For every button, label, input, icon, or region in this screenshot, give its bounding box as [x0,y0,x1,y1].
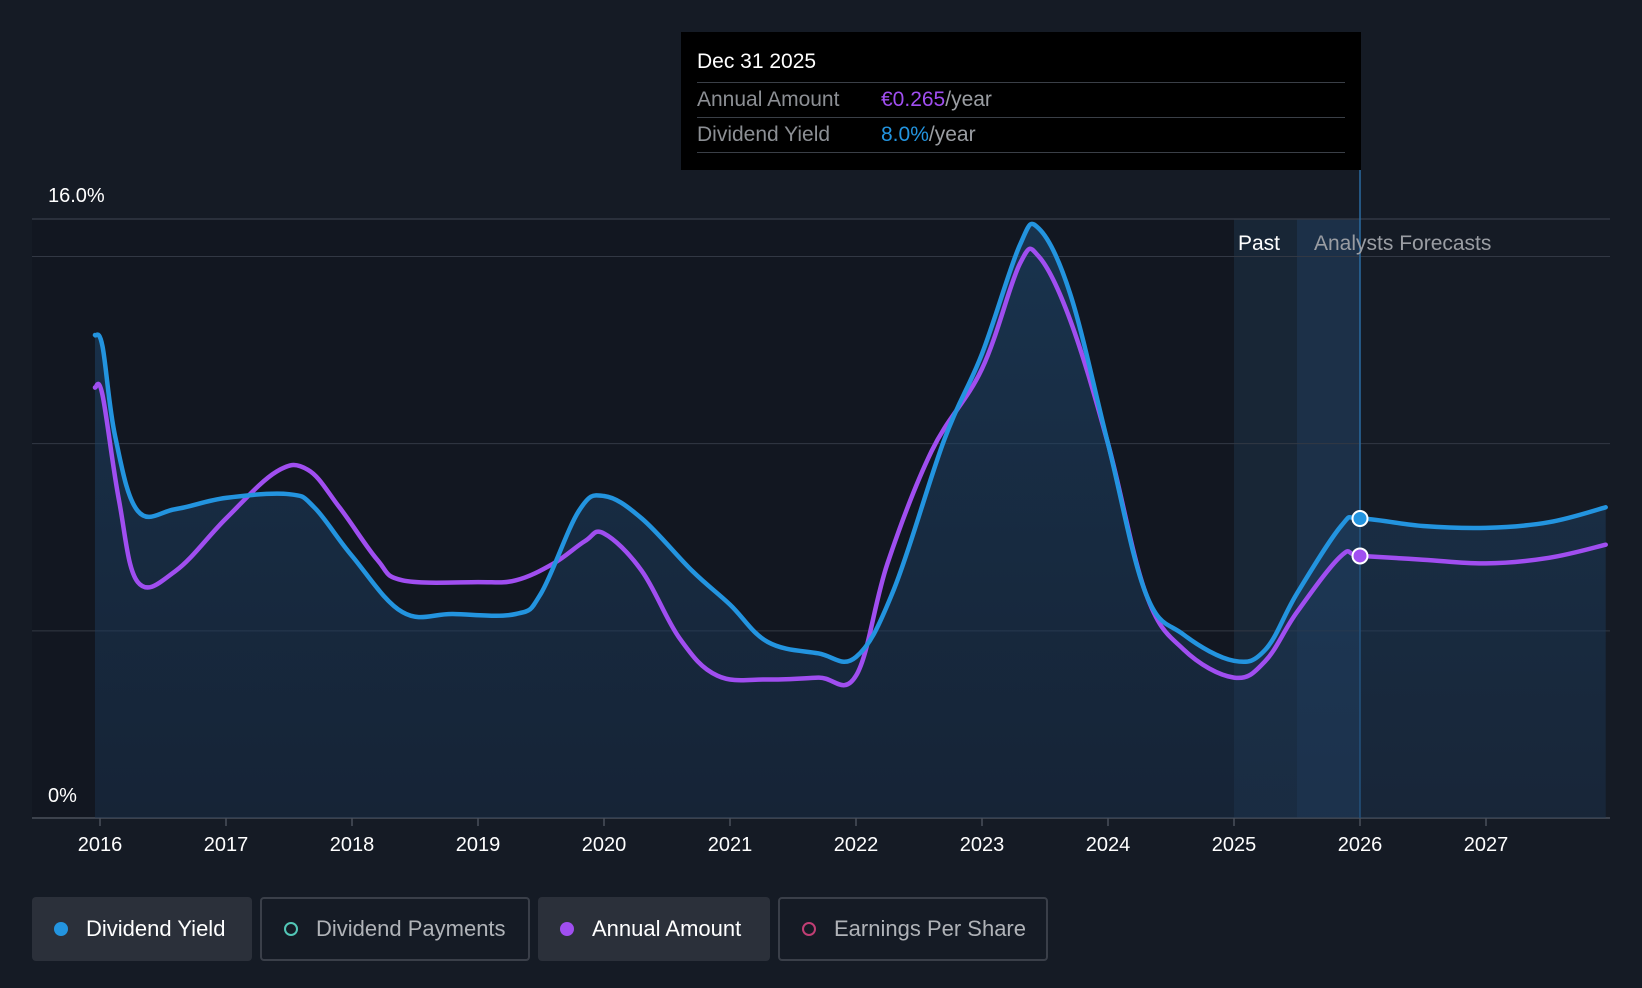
x-tick-label: 2025 [1212,834,1257,856]
x-tick-label: 2016 [78,834,123,856]
dividend-yield-marker [1351,510,1369,527]
chart-tooltip: Dec 31 2025 Annual Amount €0.265/year Di… [681,32,1361,170]
tooltip-yield-unit: /year [928,123,976,146]
annual-amount-line [92,246,1608,688]
x-tick-label: 2020 [582,834,627,856]
tooltip-annual-label: Annual Amount [697,88,840,111]
tooltip-yield-row: Dividend Yield 8.0%/year [697,118,1345,153]
tooltip-date: Dec 31 2025 [697,32,1345,83]
dividend-yield-line [92,221,1608,665]
tooltip-annual-row: Annual Amount €0.265/year [697,83,1345,118]
legend-dividend-yield[interactable]: Dividend Yield [32,897,252,961]
x-tick-label: 2027 [1464,834,1509,856]
forecast-label: Analysts Forecasts [1314,232,1491,255]
y-tick-label: 16.0% [48,185,105,207]
legend-earnings-per-share[interactable]: Earnings Per Share [778,897,1048,961]
x-tick-label: 2019 [456,834,501,856]
legend-label: Earnings Per Share [834,916,1026,941]
legend-dividend-payments[interactable]: Dividend Payments [260,897,530,961]
filled-dot-icon [560,922,574,936]
x-tick-label: 2022 [834,834,879,856]
filled-dot-icon [54,922,68,936]
x-tick-label: 2021 [708,834,753,856]
tooltip-annual-unit: /year [945,88,992,111]
tooltip-annual-value: €0.265 [881,88,946,111]
tooltip-yield-label: Dividend Yield [697,123,831,146]
past-label: Past [1238,232,1280,255]
x-tick-label: 2017 [204,834,249,856]
y-tick-label: 0% [48,785,77,807]
legend-annual-amount[interactable]: Annual Amount [538,897,770,961]
legend-label: Annual Amount [592,916,742,941]
x-tick-label: 2023 [960,834,1005,856]
legend-label: Dividend Payments [316,916,506,941]
x-tick-label: 2026 [1338,834,1383,856]
x-tick-label: 2018 [330,834,375,856]
tooltip-yield-value: 8.0% [881,123,929,146]
dividend-yield-area [94,223,1606,818]
hollow-dot-icon [284,922,298,936]
x-tick-label: 2024 [1086,834,1131,856]
annual-amount-marker [1351,547,1369,565]
legend-label: Dividend Yield [86,916,226,941]
hollow-dot-icon [802,922,816,936]
